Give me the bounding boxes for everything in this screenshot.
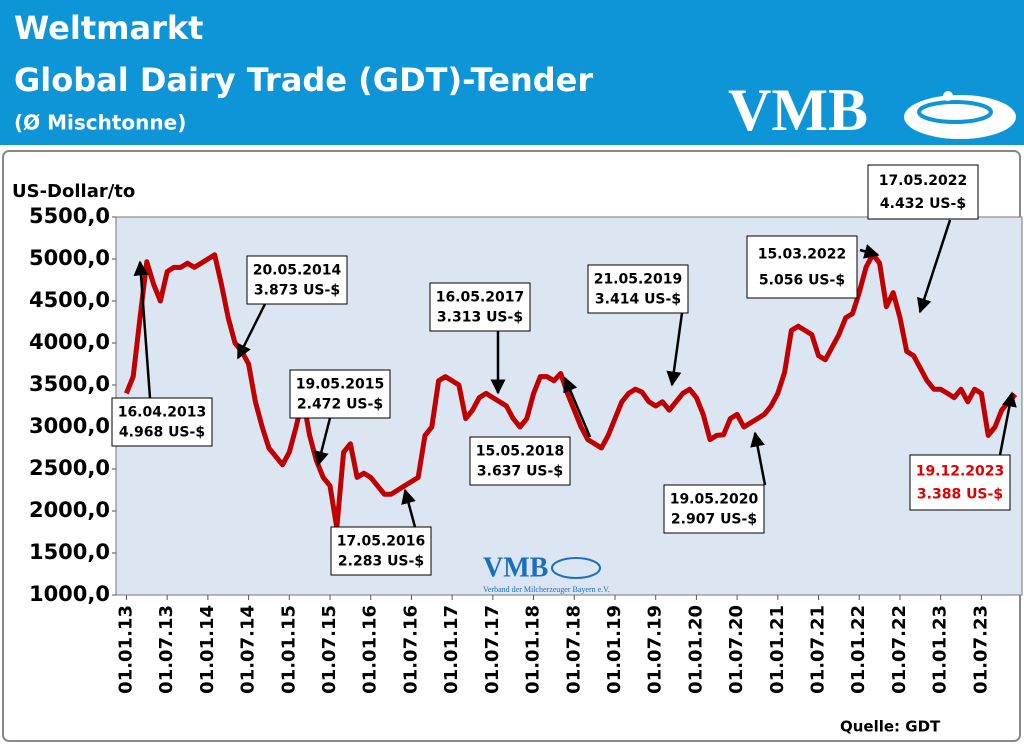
y-tick-label: 5500,0 — [29, 204, 110, 228]
annotation-value: 5.056 US-$ — [759, 273, 845, 289]
x-tick-label: 01.07.23 — [970, 605, 991, 694]
x-tick-label: 01.07.17 — [482, 605, 503, 694]
x-tick-label: 01.01.18 — [523, 605, 544, 694]
annotation-date: 16.04.2013 — [118, 404, 207, 420]
annotation-arrow — [236, 303, 267, 360]
annotation-value: 3.873 US-$ — [254, 283, 340, 299]
annotation-box — [469, 436, 571, 486]
subtitle: Global Dairy Trade (GDT)-Tender — [14, 61, 593, 99]
y-tick-label: 1500,0 — [29, 540, 110, 564]
annotation-date: 15.05.2018 — [476, 443, 565, 459]
x-tick-label: 01.07.22 — [889, 605, 910, 694]
x-tick-label: 01.07.16 — [400, 605, 421, 694]
logo-dot — [943, 91, 953, 101]
annotation-value: 3.414 US-$ — [595, 292, 681, 308]
y-tick-label: 1000,0 — [29, 582, 110, 606]
annotation-box — [330, 526, 432, 576]
annotation-date: 17.05.2022 — [879, 173, 968, 189]
source: Quelle: GDT — [840, 718, 941, 736]
annotation-value: 4.432 US-$ — [880, 196, 966, 212]
x-tick-label: 01.07.14 — [238, 605, 259, 694]
annotation-date: 19.05.2015 — [296, 376, 385, 392]
watermark-logo: VMB — [483, 552, 548, 583]
header-band — [0, 0, 1024, 145]
title: Weltmarkt — [14, 9, 203, 47]
annotation-date: 21.05.2019 — [594, 271, 683, 287]
annotation-date: 20.05.2014 — [253, 262, 342, 278]
x-tick-label: 01.07.18 — [563, 605, 584, 694]
x-tick-label: 01.01.15 — [278, 605, 299, 694]
annotation-date: 19.12.2023 — [916, 464, 1005, 480]
annotation-date: 15.03.2022 — [758, 247, 847, 263]
annotation-arrow — [750, 431, 767, 486]
x-tick-label: 01.01.23 — [930, 605, 951, 694]
annotation-arrow — [133, 260, 152, 399]
x-tick-label: 01.01.13 — [115, 605, 136, 694]
y-tick-label: 4000,0 — [29, 330, 110, 354]
logo-swirl-inner — [917, 100, 993, 124]
y-tick-label: 3000,0 — [29, 414, 110, 438]
y-tick-label: 3500,0 — [29, 372, 110, 396]
annotation-date: 19.05.2020 — [670, 491, 759, 507]
annotation-arrow — [859, 244, 880, 259]
annotation-arrow — [917, 219, 952, 314]
annotation-value: 3.313 US-$ — [437, 310, 523, 326]
x-tick-label: 01.07.21 — [808, 605, 829, 694]
y-tick-label: 5000,0 — [29, 246, 110, 270]
annotation-value: 2.472 US-$ — [297, 397, 383, 413]
annotation-box — [587, 264, 689, 314]
annotation-arrow — [998, 391, 1017, 456]
annotation-box — [909, 454, 1011, 511]
annotation-value: 2.283 US-$ — [338, 554, 424, 570]
x-tick-label: 01.07.19 — [645, 605, 666, 694]
x-tick-label: 01.07.13 — [156, 605, 177, 694]
x-tick-label: 01.01.14 — [197, 605, 218, 694]
annotation-box — [111, 397, 213, 447]
annotation-box — [289, 369, 391, 419]
annotation-value: 3.637 US-$ — [477, 464, 563, 480]
annotation-box — [663, 484, 765, 534]
annotation-arrow — [666, 312, 684, 387]
x-tick-label: 01.07.15 — [319, 605, 340, 694]
annotation-box — [246, 255, 348, 305]
x-tick-label: 01.01.16 — [360, 605, 381, 694]
annotation-arrow — [563, 376, 592, 438]
x-tick-label: 01.07.20 — [726, 605, 747, 694]
annotation-value: 3.388 US-$ — [917, 487, 1003, 503]
watermark-swirl — [551, 557, 601, 579]
logo: VMB — [728, 77, 868, 143]
annotation-arrow — [314, 417, 332, 467]
x-tick-label: 01.01.17 — [441, 605, 462, 694]
watermark-text: Verband der Milcherzeuger Bayern e.V. — [483, 585, 610, 594]
series-line — [124, 251, 1018, 531]
annotation-arrow — [401, 488, 417, 528]
y-tick-label: 2500,0 — [29, 456, 110, 480]
annotation-box — [746, 235, 858, 299]
note: (Ø Mischtonne) — [14, 111, 186, 135]
x-tick-label: 01.01.21 — [767, 605, 788, 694]
x-tick-label: 01.01.19 — [604, 605, 625, 694]
x-tick-label: 01.01.22 — [848, 605, 869, 694]
annotation-value: 2.907 US-$ — [671, 512, 757, 528]
y-axis-label: US-Dollar/to — [12, 181, 135, 202]
annotation-date: 17.05.2016 — [337, 533, 426, 549]
y-tick-label: 2000,0 — [29, 498, 110, 522]
x-tick-label: 01.01.20 — [685, 605, 706, 694]
annotation-value: 4.968 US-$ — [119, 425, 205, 441]
annotation-box — [867, 164, 979, 220]
annotation-date: 16.05.2017 — [436, 289, 525, 305]
y-tick-label: 4500,0 — [29, 288, 110, 312]
annotation-box — [429, 282, 531, 332]
